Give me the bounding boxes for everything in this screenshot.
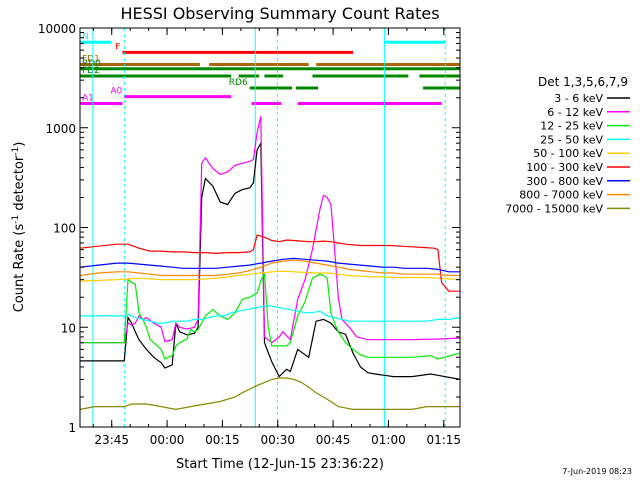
legend-label-6: 300 - 800 keV — [526, 175, 603, 188]
series-line-4 — [79, 270, 461, 282]
series-line-6 — [79, 257, 460, 273]
y-tick-label: 10 — [61, 321, 76, 335]
y-axis-label-end: ) — [12, 142, 27, 147]
flag-label-rd0: RD0 — [82, 59, 101, 69]
x-tick-label: 01:00 — [371, 433, 406, 447]
y-axis-label-sup2: -1 — [11, 147, 21, 156]
y-axis-label-sup1: -1 — [11, 215, 21, 224]
x-tick-label: 00:15 — [205, 433, 240, 447]
legend-label-5: 100 - 300 keV — [526, 161, 603, 174]
y-tick-label: 1 — [68, 421, 76, 435]
x-tick-label: 00:00 — [150, 433, 185, 447]
flag-label-rd6: RD6 — [229, 78, 248, 88]
series-line-1 — [80, 116, 461, 344]
x-tick-label: 23:45 — [94, 433, 129, 447]
legend-label-2: 12 - 25 keV — [540, 120, 603, 133]
y-tick-label: 10000 — [38, 22, 76, 36]
x-axis-label: Start Time (12-Jun-15 23:36:22) — [176, 457, 384, 472]
flag-label-n: N — [82, 32, 89, 42]
y-tick-label: 100 — [53, 222, 76, 236]
y-tick-label: 1000 — [45, 122, 76, 136]
series-line-0 — [80, 140, 461, 380]
legend-label-4: 50 - 100 keV — [533, 147, 603, 160]
flag-label-fd2: FD2 — [82, 66, 100, 76]
x-tick-label: 00:45 — [316, 433, 351, 447]
flag-label-a1: A1 — [82, 94, 94, 104]
date-stamp: 7-Jun-2019 08:23 — [562, 467, 632, 476]
x-tick-label: 01:15 — [426, 433, 461, 447]
y-axis-label: Count Rate (s-1 detector-1) — [11, 142, 27, 313]
legend-label-3: 25 - 50 keV — [540, 133, 603, 146]
legend-label-0: 3 - 6 keV — [554, 92, 603, 105]
y-axis-label-mid: detector — [12, 155, 27, 215]
chart-title: HESSI Observing Summary Count Rates — [120, 4, 439, 23]
flag-label-f: F — [115, 42, 120, 52]
series-line-7 — [79, 259, 460, 277]
y-axis: 1 10 100 1000 10000 — [38, 22, 460, 435]
flag-label-a0: A0 — [110, 87, 122, 97]
series-line-5 — [79, 234, 460, 292]
legend-label-8: 7000 - 15000 keV — [505, 202, 603, 215]
x-tick-label: 00:30 — [260, 433, 295, 447]
series-line-2 — [80, 272, 461, 360]
series-line-3 — [80, 304, 461, 324]
legend-label-7: 800 - 7000 keV — [519, 189, 603, 202]
legend-title: Det 1,3,5,6,7,9 — [538, 75, 628, 89]
x-axis: 23:45 00:00 00:15 00:30 00:45 01:00 01:15 — [92, 28, 461, 447]
legend-label-1: 6 - 12 keV — [547, 106, 603, 119]
series-line-8 — [79, 377, 460, 411]
flag-label-fd1: FD1 — [82, 55, 100, 65]
y-axis-label-main: Count Rate (s — [12, 224, 27, 313]
